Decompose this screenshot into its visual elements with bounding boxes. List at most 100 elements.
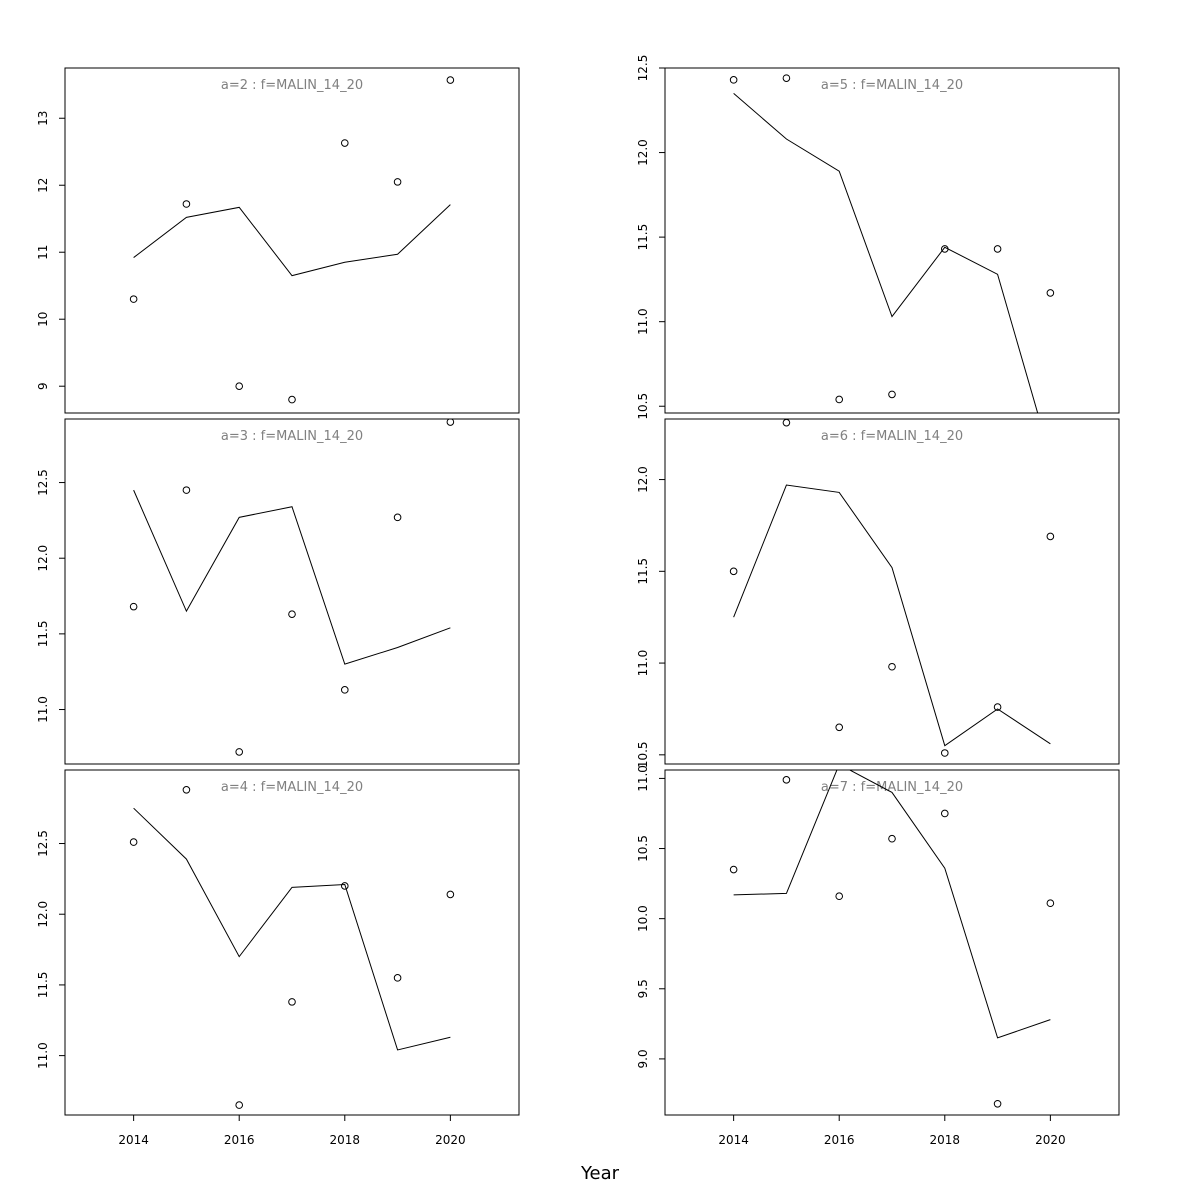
- observed-point: [182, 785, 191, 794]
- y-tick-label: 13: [36, 111, 50, 126]
- panel-frame: [64, 418, 520, 765]
- panel-frame: [64, 67, 520, 414]
- panel-5: 11.0 11.5 12.0 12.5 2014 2016 2018 2020 a=4 : f=…: [36, 769, 520, 1147]
- panel-title: a=7 : f=MALIN_14_20: [821, 780, 963, 795]
- plot-area: [729, 419, 1055, 757]
- y-tick-label: 9.5: [636, 979, 650, 998]
- observed-point: [446, 890, 455, 899]
- observed-point: [993, 245, 1002, 253]
- plot-area: [729, 770, 1055, 1108]
- observed-point: [729, 567, 738, 576]
- y-tick-label: 11.0: [636, 308, 650, 335]
- y-axis: 9.0 9.5 10.0 10.5 11.0: [636, 765, 666, 1068]
- y-tick-label: 11.0: [636, 765, 650, 792]
- x-axis: 2014 2016 2018 2020: [118, 1114, 466, 1147]
- y-tick-label: 10.5: [636, 741, 650, 768]
- fitted-line: [733, 770, 1051, 1039]
- panel-title: a=2 : f=MALIN_14_20: [221, 78, 363, 93]
- y-tick-label: 12.5: [636, 55, 650, 82]
- y-tick-label: 11.0: [36, 1042, 50, 1069]
- observed-point: [940, 749, 949, 757]
- y-tick-label: 10: [36, 312, 50, 327]
- observed-point: [729, 76, 738, 84]
- y-tick-label: 11: [36, 245, 50, 260]
- observed-point: [993, 1099, 1002, 1108]
- observed-point: [782, 419, 791, 427]
- y-tick-label: 11.5: [36, 972, 50, 999]
- x-tick-label: 2018: [330, 1133, 361, 1147]
- observed-point: [993, 703, 1002, 711]
- panel-1: 9 10 11 12 13 a=2 : f=MALIN_14_20: [36, 67, 520, 414]
- panel-title: a=6 : f=MALIN_14_20: [821, 429, 963, 444]
- y-axis: 10.5 11.0 11.5 12.0 12.5: [636, 55, 666, 420]
- observed-point: [888, 834, 896, 843]
- observed-point: [235, 382, 244, 391]
- y-tick-label: 12.0: [36, 901, 50, 928]
- observed-point: [393, 513, 402, 522]
- observed-point: [1046, 289, 1055, 297]
- x-tick-label: 2020: [1035, 1133, 1066, 1147]
- y-tick-label: 11.0: [636, 650, 650, 677]
- y-axis: 11.0 11.5 12.0 12.5: [36, 830, 66, 1069]
- panel-4: 10.5 11.0 11.5 12.0 a=6 : f=MALIN_14_20: [636, 418, 1120, 768]
- fitted-line: [133, 489, 451, 665]
- y-tick-label: 11.5: [36, 621, 50, 648]
- observed-point: [340, 139, 349, 147]
- y-tick-label: 12.0: [36, 545, 50, 572]
- x-tick-label: 2014: [718, 1133, 749, 1147]
- x-axis: 2014 2016 2018 2020: [718, 1114, 1066, 1147]
- observed-point: [940, 809, 949, 818]
- panel-2: 10.5 11.0 11.5 12.0 12.5 a=5 : f=MALIN_14_20: [636, 55, 1120, 420]
- y-tick-label: 12.0: [636, 466, 650, 493]
- x-tick-label: 2016: [224, 1133, 255, 1147]
- observed-point: [288, 395, 296, 404]
- panel-3: 11.0 11.5 12.0 12.5 a=3 : f=MALIN_14_20: [36, 418, 520, 765]
- panel-title: a=3 : f=MALIN_14_20: [221, 429, 363, 444]
- y-axis: 9 10 11 12 13: [36, 111, 66, 390]
- observed-point: [129, 838, 138, 846]
- plot-area: [129, 76, 455, 404]
- observed-point: [888, 662, 896, 671]
- panel-frame: [664, 418, 1120, 765]
- panel-frame: [64, 769, 520, 1116]
- y-tick-label: 10.5: [636, 835, 650, 862]
- y-tick-label: 10.5: [636, 393, 650, 420]
- observed-point: [235, 1101, 244, 1109]
- y-axis: 11.0 11.5 12.0 12.5: [36, 469, 66, 723]
- observed-point: [782, 74, 791, 82]
- observed-point: [940, 245, 949, 253]
- observed-point: [340, 686, 349, 694]
- x-tick-label: 2016: [824, 1133, 855, 1147]
- observed-point: [888, 390, 896, 399]
- y-tick-label: 11.0: [36, 696, 50, 723]
- observed-point: [446, 76, 455, 84]
- panel-frame: [664, 67, 1120, 414]
- panel-6: 9.0 9.5 10.0 10.5 11.0 2014 2016 2018 2020 a=7 : …: [636, 765, 1120, 1147]
- observed-point: [235, 748, 244, 756]
- y-tick-label: 12: [36, 178, 50, 193]
- y-tick-label: 12.5: [36, 830, 50, 857]
- figure-x-axis-label: Year: [580, 1163, 620, 1184]
- observed-point: [835, 892, 844, 901]
- y-tick-label: 11.5: [636, 558, 650, 585]
- observed-point: [446, 419, 455, 426]
- observed-point: [129, 602, 138, 611]
- x-tick-label: 2018: [930, 1133, 961, 1147]
- observed-point: [393, 178, 402, 186]
- y-tick-label: 9.0: [636, 1049, 650, 1068]
- panel-title: a=4 : f=MALIN_14_20: [221, 780, 363, 795]
- observed-point: [1046, 899, 1055, 908]
- observed-point: [835, 723, 844, 732]
- fitted-line: [133, 807, 451, 1051]
- panel-frame: [664, 769, 1120, 1116]
- observed-point: [1046, 532, 1055, 541]
- plot-area: [729, 74, 1055, 413]
- fitted-line: [733, 92, 1039, 413]
- y-tick-label: 12.0: [636, 139, 650, 166]
- fitted-line: [133, 204, 451, 277]
- y-tick-label: 12.5: [36, 469, 50, 496]
- plot-area: [129, 785, 455, 1109]
- x-tick-label: 2014: [118, 1133, 149, 1147]
